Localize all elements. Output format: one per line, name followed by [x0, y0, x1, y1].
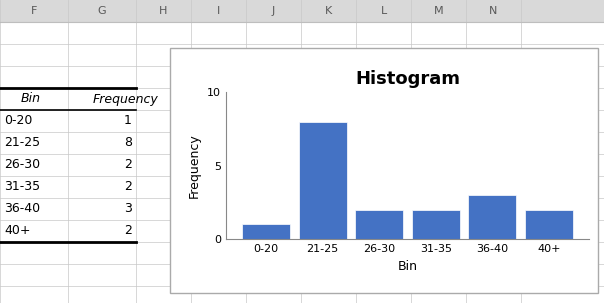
Text: K: K — [325, 6, 332, 16]
Text: J: J — [272, 6, 275, 16]
Text: 1: 1 — [124, 115, 132, 128]
Text: 31-35: 31-35 — [4, 181, 40, 194]
Title: Histogram: Histogram — [355, 70, 460, 88]
Text: L: L — [381, 6, 387, 16]
Text: 2: 2 — [124, 158, 132, 171]
Text: N: N — [489, 6, 498, 16]
Text: 21-25: 21-25 — [4, 136, 40, 149]
Bar — [0, 0, 604, 22]
Text: 2: 2 — [124, 181, 132, 194]
Bar — [299, 122, 347, 239]
X-axis label: Bin: Bin — [397, 259, 417, 272]
Text: 36-40: 36-40 — [4, 202, 40, 215]
Text: 26-30: 26-30 — [4, 158, 40, 171]
Bar — [355, 210, 403, 239]
Text: H: H — [159, 6, 168, 16]
Text: G: G — [98, 6, 106, 16]
Bar — [468, 195, 516, 239]
Text: Bin: Bin — [21, 92, 40, 105]
Text: 3: 3 — [124, 202, 132, 215]
Text: 8: 8 — [124, 136, 132, 149]
Bar — [170, 48, 598, 293]
Text: 40+: 40+ — [4, 225, 30, 238]
Text: I: I — [217, 6, 220, 16]
Y-axis label: Frequency: Frequency — [188, 133, 201, 198]
Text: F: F — [31, 6, 37, 16]
Bar — [242, 225, 291, 239]
Text: 0-20: 0-20 — [4, 115, 33, 128]
Text: Frequency: Frequency — [93, 92, 159, 105]
Text: M: M — [434, 6, 443, 16]
Bar — [525, 210, 573, 239]
Bar — [412, 210, 460, 239]
Text: 2: 2 — [124, 225, 132, 238]
